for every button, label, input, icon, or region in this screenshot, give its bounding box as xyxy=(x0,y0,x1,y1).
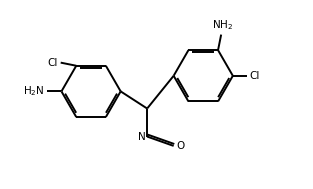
Text: O: O xyxy=(176,141,185,151)
Text: Cl: Cl xyxy=(48,58,58,68)
Text: NH$_2$: NH$_2$ xyxy=(212,18,233,32)
Text: Cl: Cl xyxy=(249,71,260,81)
Text: H$_2$N: H$_2$N xyxy=(23,84,45,98)
Text: N: N xyxy=(138,132,146,142)
